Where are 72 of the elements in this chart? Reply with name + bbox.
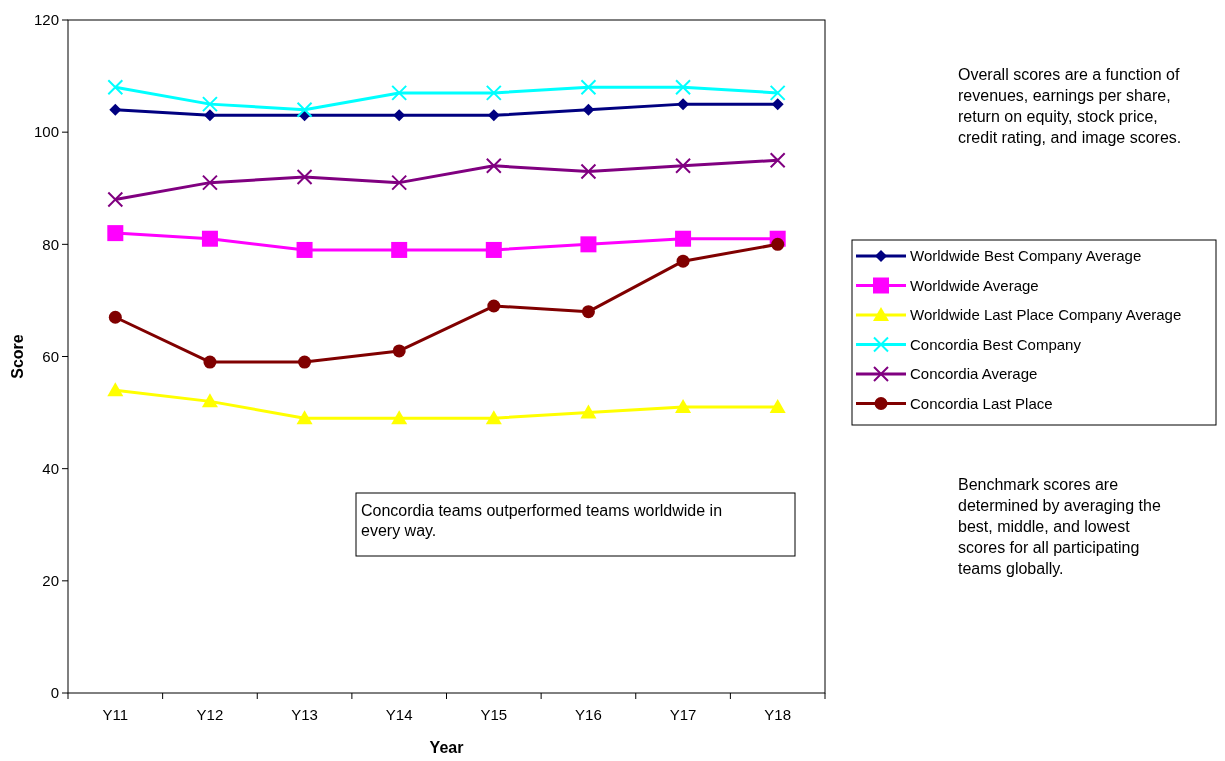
x-tick-label: Y16 — [575, 706, 602, 723]
point — [201, 393, 218, 408]
legend-label: Worldwide Last Place Company Average — [910, 306, 1182, 324]
point — [582, 103, 595, 116]
text: Overall scores are a function of revenues, earnings per share, return on equity, stock price, credit rating, and image scores. — [958, 66, 1182, 146]
legend-label: Concordia Last Place — [910, 394, 1053, 412]
point — [107, 79, 124, 96]
point — [487, 299, 501, 313]
x-tick-label: Y17 — [669, 706, 697, 723]
point — [391, 84, 408, 101]
point — [485, 157, 502, 174]
annotation: Concordia teams outperformed teams worldwide in every way. — [361, 502, 723, 539]
x-tick-label: Y14 — [385, 706, 413, 723]
y-axis-title: Score — [9, 334, 26, 379]
point — [485, 84, 502, 101]
point — [485, 241, 502, 258]
point — [676, 254, 690, 268]
point — [769, 84, 786, 101]
point — [675, 79, 692, 96]
y-tick-label: 80 — [42, 235, 59, 253]
point — [107, 382, 124, 397]
point — [675, 157, 692, 174]
text-box: Concordia teams outperformed teams worldwide in every way. — [355, 492, 796, 557]
point — [580, 236, 597, 253]
y-tick-label: 60 — [42, 347, 59, 365]
y-tick-label: 0 — [50, 684, 59, 702]
point — [203, 109, 216, 122]
legend-label: Worldwide Average — [910, 276, 1039, 294]
x-tick-label: Y12 — [196, 706, 224, 723]
point — [580, 79, 597, 96]
x-axis-title: Year — [429, 739, 464, 756]
y-tick-label: 120 — [33, 11, 59, 29]
point — [392, 344, 406, 358]
point — [580, 404, 597, 419]
y-tick-label: 40 — [42, 459, 59, 477]
point — [769, 152, 786, 169]
point — [771, 98, 784, 111]
legend-label: Worldwide Best Company Average — [910, 247, 1142, 265]
point — [487, 109, 500, 122]
point — [675, 230, 692, 247]
point — [201, 230, 218, 247]
point — [391, 241, 408, 258]
point — [296, 410, 313, 425]
point — [391, 410, 408, 425]
point — [203, 355, 217, 369]
point — [391, 174, 408, 191]
x-tick-label: Y18 — [764, 706, 792, 723]
legend-label: Concordia Best Company — [910, 335, 1082, 353]
point — [769, 398, 786, 413]
point — [581, 305, 595, 319]
point — [107, 225, 124, 242]
text: Benchmark scores are determined by averaging the best, middle, and lowest scores for all participating teams globally. — [958, 476, 1161, 577]
legend-label: Concordia Average — [910, 365, 1038, 383]
point — [675, 398, 692, 413]
point — [201, 96, 218, 113]
point — [771, 237, 785, 251]
point — [296, 241, 313, 258]
point — [201, 174, 218, 191]
y-tick-label: 100 — [33, 123, 59, 141]
point — [108, 310, 122, 324]
point — [296, 169, 313, 186]
point — [296, 101, 313, 118]
x-tick-label: Y15 — [480, 706, 508, 723]
point — [107, 191, 124, 208]
x-tick-label: Y13 — [291, 706, 318, 723]
point — [298, 355, 312, 369]
point — [109, 103, 122, 116]
point — [580, 163, 597, 180]
point — [485, 410, 502, 425]
y-tick-label: 20 — [42, 572, 59, 590]
x-tick-label: Y11 — [102, 706, 129, 723]
point — [393, 109, 406, 122]
